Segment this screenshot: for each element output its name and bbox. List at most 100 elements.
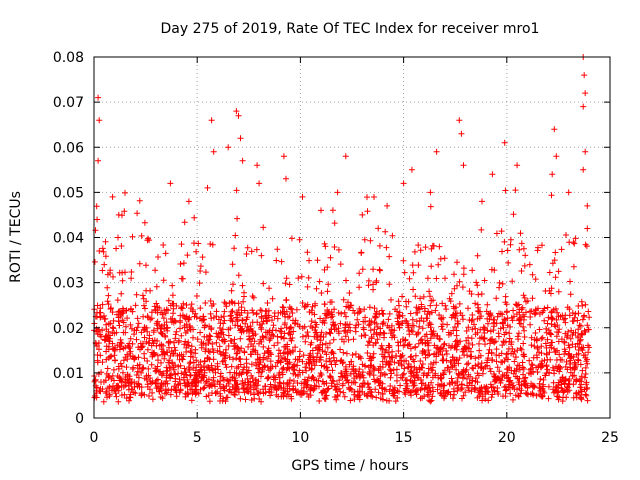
- data-point: [537, 385, 543, 392]
- data-point: [489, 391, 496, 398]
- data-point: [144, 237, 151, 244]
- data-point: [585, 349, 592, 356]
- data-point: [403, 303, 410, 310]
- data-point: [425, 352, 431, 359]
- data-point: [177, 325, 183, 332]
- data-point: [255, 369, 262, 376]
- data-point: [168, 348, 175, 355]
- data-point: [404, 320, 411, 327]
- data-point: [367, 327, 374, 334]
- data-point: [499, 320, 506, 327]
- data-point: [584, 397, 591, 404]
- data-point: [282, 349, 289, 356]
- data-point: [248, 372, 255, 379]
- data-point: [144, 383, 151, 390]
- data-point: [356, 366, 363, 373]
- data-point: [367, 362, 374, 369]
- data-point: [570, 239, 577, 246]
- data-point: [101, 261, 108, 268]
- data-point: [484, 388, 491, 395]
- data-point: [382, 228, 389, 235]
- data-point: [276, 379, 283, 386]
- data-point: [448, 290, 455, 297]
- data-point: [581, 327, 588, 334]
- data-point: [188, 382, 195, 389]
- data-point: [239, 369, 246, 376]
- data-point: [335, 309, 342, 316]
- data-point: [394, 315, 401, 322]
- data-point: [351, 396, 358, 403]
- data-point: [471, 384, 478, 391]
- data-point: [154, 363, 161, 370]
- data-point: [317, 315, 324, 322]
- data-point: [217, 390, 224, 397]
- data-point: [379, 391, 386, 398]
- data-point: [133, 291, 140, 298]
- data-point: [282, 280, 289, 287]
- data-point: [585, 308, 592, 315]
- data-point: [370, 286, 377, 293]
- data-point: [299, 358, 306, 365]
- data-point: [165, 387, 172, 394]
- data-point: [242, 396, 249, 403]
- data-point: [583, 358, 590, 365]
- data-point: [340, 359, 347, 366]
- data-point: [559, 357, 565, 363]
- data-point: [505, 374, 512, 381]
- data-point: [489, 356, 496, 363]
- data-point: [258, 326, 265, 333]
- data-point: [172, 375, 179, 382]
- data-point: [412, 293, 419, 300]
- data-point: [188, 301, 195, 308]
- data-point: [233, 384, 239, 391]
- data-point: [469, 326, 476, 333]
- data-point: [454, 387, 461, 394]
- data-point: [352, 350, 359, 357]
- data-point: [249, 307, 256, 314]
- data-point: [515, 301, 522, 308]
- data-point: [305, 374, 312, 381]
- data-point: [425, 365, 432, 372]
- x-tick-label: 20: [498, 430, 516, 446]
- data-point: [338, 336, 345, 343]
- data-point: [561, 346, 568, 353]
- data-point: [391, 359, 398, 366]
- data-point: [470, 365, 477, 372]
- data-point: [259, 320, 266, 327]
- data-point: [387, 374, 394, 381]
- data-point: [521, 294, 528, 301]
- data-point: [222, 300, 229, 307]
- data-point: [97, 309, 104, 316]
- data-point: [392, 353, 399, 359]
- data-point: [195, 361, 202, 368]
- data-point: [513, 365, 520, 372]
- data-point: [390, 367, 397, 373]
- data-point: [304, 283, 311, 290]
- data-point: [401, 365, 408, 372]
- data-point: [581, 374, 588, 381]
- data-point: [206, 365, 212, 372]
- data-point: [321, 363, 328, 370]
- data-point: [260, 343, 267, 350]
- data-point: [576, 322, 583, 329]
- data-point: [142, 305, 148, 312]
- data-point: [507, 384, 513, 391]
- data-point: [391, 384, 398, 391]
- y-tick-label: 0.07: [53, 95, 84, 111]
- data-point: [526, 357, 533, 364]
- data-point: [141, 334, 148, 341]
- data-point: [358, 355, 364, 362]
- data-point: [474, 394, 481, 401]
- data-point: [416, 306, 423, 313]
- data-point: [168, 319, 175, 326]
- data-point: [477, 352, 484, 359]
- data-point: [220, 395, 227, 402]
- data-point: [400, 180, 407, 187]
- data-point: [281, 330, 288, 337]
- data-point: [572, 363, 579, 370]
- data-point: [135, 380, 142, 387]
- data-point: [202, 380, 209, 386]
- data-point: [315, 377, 322, 384]
- data-point: [109, 309, 116, 316]
- data-point: [188, 343, 195, 350]
